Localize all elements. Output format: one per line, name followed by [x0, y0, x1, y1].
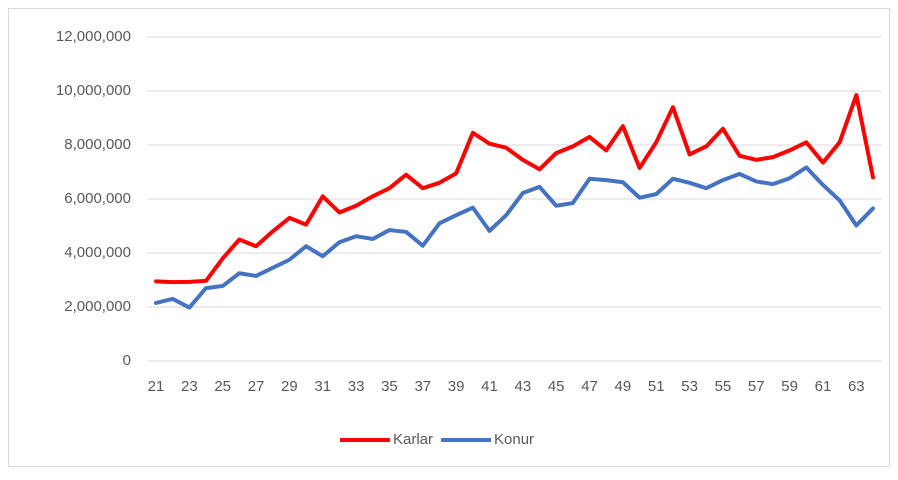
x-tick-label: 43	[514, 378, 531, 395]
x-tick-label: 45	[548, 378, 565, 395]
y-tick-label: 12,000,000	[56, 28, 131, 45]
x-tick-label: 29	[281, 378, 298, 395]
x-tick-label: 61	[815, 378, 832, 395]
series-line	[154, 165, 875, 310]
chart-border	[8, 8, 890, 467]
y-tick-label: 8,000,000	[64, 136, 131, 153]
y-tick-label: 10,000,000	[56, 82, 131, 99]
x-tick-label: 21	[148, 378, 165, 395]
x-tick-label: 57	[748, 378, 765, 395]
x-tick-label: 35	[381, 378, 398, 395]
series-line	[154, 93, 875, 285]
y-tick-label: 2,000,000	[64, 298, 131, 315]
x-tick-label: 63	[848, 378, 865, 395]
x-tick-label: 51	[648, 378, 665, 395]
x-tick-label: 31	[314, 378, 331, 395]
legend-label: Karlar	[393, 431, 433, 448]
x-tick-label: 47	[581, 378, 598, 395]
x-tick-label: 27	[248, 378, 265, 395]
x-tick-label: 55	[715, 378, 732, 395]
y-tick-label: 0	[123, 352, 131, 369]
legend-label: Konur	[494, 431, 534, 448]
x-tick-label: 39	[448, 378, 465, 395]
x-tick-label: 59	[781, 378, 798, 395]
y-tick-label: 6,000,000	[64, 190, 131, 207]
x-tick-label: 37	[414, 378, 431, 395]
x-tick-label: 23	[181, 378, 198, 395]
y-tick-label: 4,000,000	[64, 244, 131, 261]
x-tick-label: 41	[481, 378, 498, 395]
x-tick-label: 33	[348, 378, 365, 395]
x-tick-label: 25	[214, 378, 231, 395]
x-tick-label: 49	[615, 378, 632, 395]
x-tick-label: 53	[681, 378, 698, 395]
